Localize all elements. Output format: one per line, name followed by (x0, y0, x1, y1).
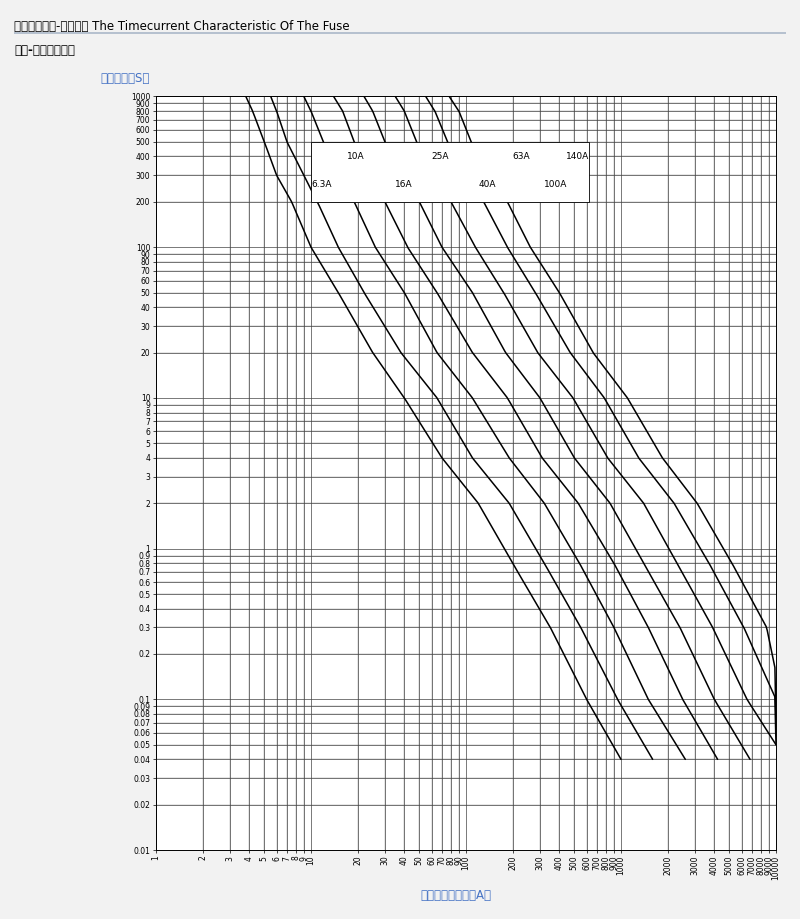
Text: 弧前时间（S）: 弧前时间（S） (100, 72, 150, 85)
Text: 63A: 63A (513, 152, 530, 161)
Text: 100A: 100A (544, 180, 568, 189)
Text: 25A: 25A (432, 152, 449, 161)
Text: 140A: 140A (566, 152, 589, 161)
Text: 6.3A: 6.3A (311, 180, 331, 189)
Text: 16A: 16A (395, 180, 413, 189)
Bar (311, 142, 589, 202)
Text: 时间-电流特性曲线: 时间-电流特性曲线 (14, 44, 75, 57)
Text: 40A: 40A (478, 180, 496, 189)
Text: 10A: 10A (346, 152, 364, 161)
Text: 熔断器的时间-电流特性 The Timecurrent Characteristic Of The Fuse: 熔断器的时间-电流特性 The Timecurrent Characterist… (14, 20, 350, 33)
Text: 预期电流有效值（A）: 预期电流有效值（A） (421, 890, 491, 902)
